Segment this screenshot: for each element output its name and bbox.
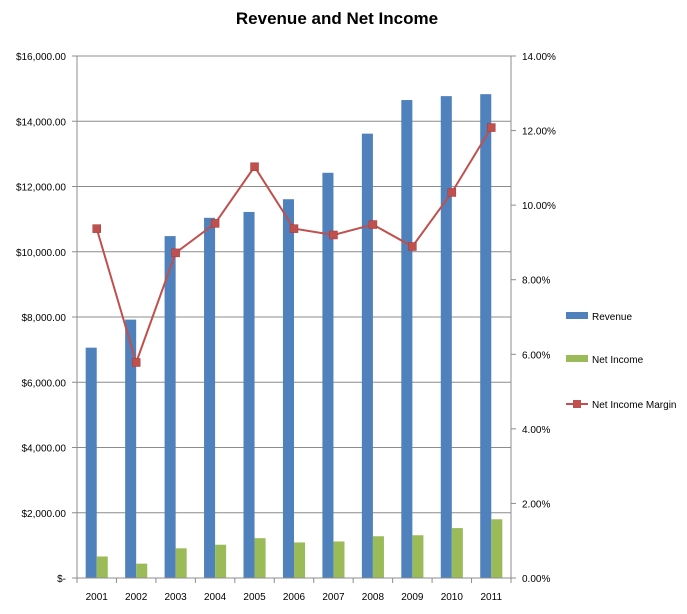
y-right-tick-label: 2.00%	[522, 499, 550, 510]
x-tick-label: 2004	[204, 592, 227, 603]
y-left-tick-label: $12,000.00	[16, 183, 66, 194]
legend-marker	[573, 400, 581, 408]
marker-net-income-margin	[171, 248, 180, 258]
y-left-tick-label: $10,000.00	[16, 248, 66, 259]
y-left-tick-label: $14,000.00	[16, 117, 66, 128]
bar-net-income	[412, 535, 424, 578]
chart-title: Revenue and Net Income	[236, 9, 438, 28]
bar-revenue	[243, 211, 255, 578]
legend-label: Net Income Margin	[592, 400, 676, 411]
legend: Revenue Net Income Net Income Margin	[566, 312, 676, 411]
bars	[85, 94, 503, 579]
y-right-tick-label: 12.00%	[522, 127, 556, 138]
y-right-tick-label: 0.00%	[522, 574, 550, 585]
x-tick-label: 2011	[481, 592, 503, 603]
marker-net-income-margin	[131, 358, 141, 367]
bar-revenue	[440, 96, 452, 578]
bar-net-income	[372, 536, 384, 578]
bar-revenue	[85, 347, 97, 578]
y-left-tick-label: $4,000.00	[22, 444, 67, 455]
marker-net-income-margin	[210, 219, 220, 228]
bar-net-income	[136, 563, 148, 578]
y-left-tick-label: $8,000.00	[22, 313, 67, 324]
legend-swatch	[566, 312, 588, 319]
x-tick-label: 2001	[86, 592, 109, 603]
bar-net-income	[96, 556, 108, 578]
y-left-tick-label: $-	[57, 574, 66, 585]
marker-net-income-margin	[487, 123, 496, 132]
x-tick-label: 2010	[441, 592, 464, 603]
x-tick-label: 2006	[283, 592, 306, 603]
marker-net-income-margin	[408, 242, 417, 251]
y-left-tick-label: $6,000.00	[22, 378, 67, 389]
y-left-tick-label: $2,000.00	[22, 509, 67, 520]
marker-net-income-margin	[250, 162, 259, 171]
bar-revenue	[480, 94, 492, 578]
bar-net-income	[294, 542, 306, 578]
bar-revenue	[204, 217, 216, 578]
margin-line	[92, 123, 496, 367]
y-right-tick-label: 8.00%	[522, 276, 550, 287]
y-right-tick-label: 10.00%	[522, 201, 556, 212]
y-left-tick-label: $16,000.00	[16, 52, 66, 63]
legend-swatch	[566, 355, 588, 362]
marker-net-income-margin	[92, 224, 101, 233]
x-tick-label: 2008	[362, 592, 385, 603]
bar-net-income	[491, 519, 503, 578]
bar-net-income	[215, 544, 227, 578]
bar-revenue	[401, 100, 413, 578]
marker-net-income-margin	[289, 224, 299, 233]
x-tick-label: 2002	[125, 592, 148, 603]
bar-revenue	[125, 319, 137, 578]
bar-net-income	[254, 538, 266, 578]
y-right-tick-label: 6.00%	[522, 350, 550, 361]
bar-revenue	[164, 236, 176, 578]
marker-net-income-margin	[329, 230, 338, 240]
x-tick-label: 2005	[243, 592, 266, 603]
legend-label: Net Income	[592, 355, 644, 366]
x-tick-label: 2003	[165, 592, 188, 603]
bar-revenue	[361, 133, 373, 578]
y-right-tick-label: 4.00%	[522, 425, 550, 436]
bar-net-income	[451, 528, 463, 578]
x-tick-label: 2007	[322, 592, 345, 603]
bar-net-income	[175, 548, 187, 578]
marker-net-income-margin	[447, 188, 457, 197]
x-tick-label: 2009	[401, 592, 424, 603]
y-right-tick-label: 14.00%	[522, 52, 556, 63]
bar-revenue	[322, 172, 334, 579]
marker-net-income-margin	[368, 220, 378, 229]
bar-revenue	[282, 199, 294, 578]
legend-label: Revenue	[592, 312, 632, 323]
bar-net-income	[333, 541, 345, 578]
axes: $- $2,000.00 $4,000.00 $6,000.00 $8,000.00 $1…	[16, 52, 556, 603]
